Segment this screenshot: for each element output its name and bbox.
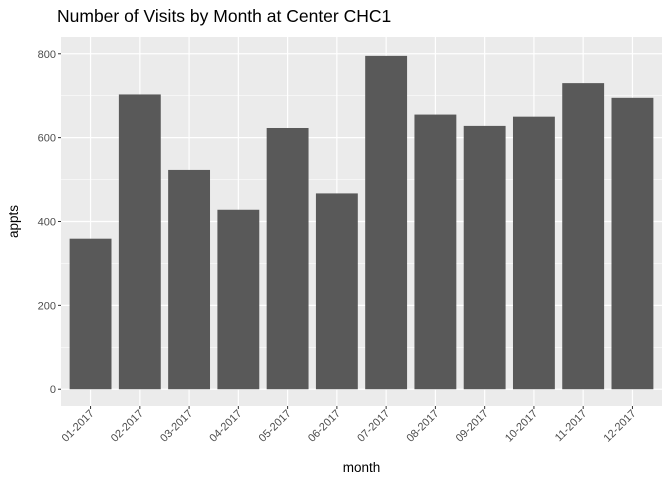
bar-03-2017	[168, 169, 211, 390]
y-tick-label: 800	[38, 49, 56, 61]
y-tick-label: 200	[38, 300, 56, 312]
y-tick-label: 600	[38, 133, 56, 145]
y-axis-title: appts	[6, 205, 21, 238]
bar-08-2017	[414, 114, 457, 390]
chart-title: Number of Visits by Month at Center CHC1	[57, 6, 392, 26]
x-tick-label: 08-2017	[404, 408, 441, 445]
x-tick-label: 02-2017	[109, 408, 146, 445]
bar-01-2017	[69, 238, 112, 390]
bar-12-2017	[611, 97, 654, 390]
x-tick-label: 01-2017	[60, 408, 97, 445]
bar-04-2017	[217, 209, 260, 390]
x-tick-label: 04-2017	[207, 408, 244, 445]
x-axis-ticks: 01-2017 02-2017 03-2017 04-2017 05-2017 06-20…	[60, 406, 639, 445]
x-tick-label: 12-2017	[602, 408, 639, 445]
bars	[69, 55, 654, 390]
grid-minor	[61, 95, 662, 348]
bar-10-2017	[512, 116, 555, 390]
y-axis-ticks: 0 200 400 600 800	[38, 49, 61, 396]
bar-06-2017	[315, 193, 358, 390]
bar-11-2017	[562, 83, 605, 390]
bar-09-2017	[463, 125, 506, 390]
x-tick-label: 07-2017	[355, 408, 392, 445]
bar-05-2017	[266, 127, 309, 390]
x-tick-label: 11-2017	[553, 408, 589, 444]
x-tick-label: 06-2017	[306, 408, 343, 445]
x-tick-label: 03-2017	[158, 408, 195, 445]
x-tick-label: 09-2017	[454, 408, 491, 445]
y-tick-label: 0	[50, 384, 56, 396]
x-tick-label: 10-2017	[503, 408, 540, 445]
x-axis-title: month	[343, 460, 381, 475]
y-tick-label: 400	[38, 217, 56, 229]
bar-07-2017	[365, 55, 408, 390]
x-tick-label: 05-2017	[257, 408, 294, 445]
bar-02-2017	[118, 94, 161, 390]
